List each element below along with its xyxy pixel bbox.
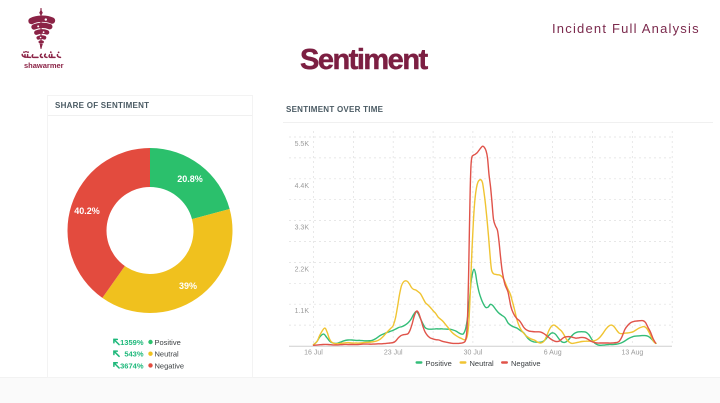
svg-text:4.4K: 4.4K: [295, 183, 310, 190]
svg-text:16 Jul: 16 Jul: [304, 350, 323, 357]
svg-text:5.5K: 5.5K: [295, 141, 310, 148]
svg-text:1359%: 1359%: [120, 338, 144, 347]
svg-text:Negative: Negative: [511, 359, 541, 368]
svg-text:543%: 543%: [124, 350, 144, 359]
svg-text:Negative: Negative: [155, 361, 185, 370]
svg-text:2.2K: 2.2K: [295, 266, 310, 273]
svg-text:Neutral: Neutral: [470, 359, 495, 368]
svg-text:Positive: Positive: [155, 338, 181, 347]
svg-text:3.3K: 3.3K: [295, 225, 310, 232]
svg-text:6 Aug: 6 Aug: [544, 350, 562, 357]
svg-text:Neutral: Neutral: [155, 350, 180, 359]
svg-text:1.1K: 1.1K: [295, 308, 310, 315]
svg-text:Positive: Positive: [426, 359, 452, 368]
svg-text:3674%: 3674%: [120, 361, 144, 370]
svg-text:39%: 39%: [179, 281, 197, 291]
svg-text:23 Jul: 23 Jul: [384, 350, 403, 357]
svg-text:30 Jul: 30 Jul: [464, 350, 483, 357]
svg-text:13 Aug: 13 Aug: [621, 350, 643, 357]
svg-text:40.2%: 40.2%: [74, 206, 100, 216]
svg-text:20.8%: 20.8%: [177, 174, 203, 184]
